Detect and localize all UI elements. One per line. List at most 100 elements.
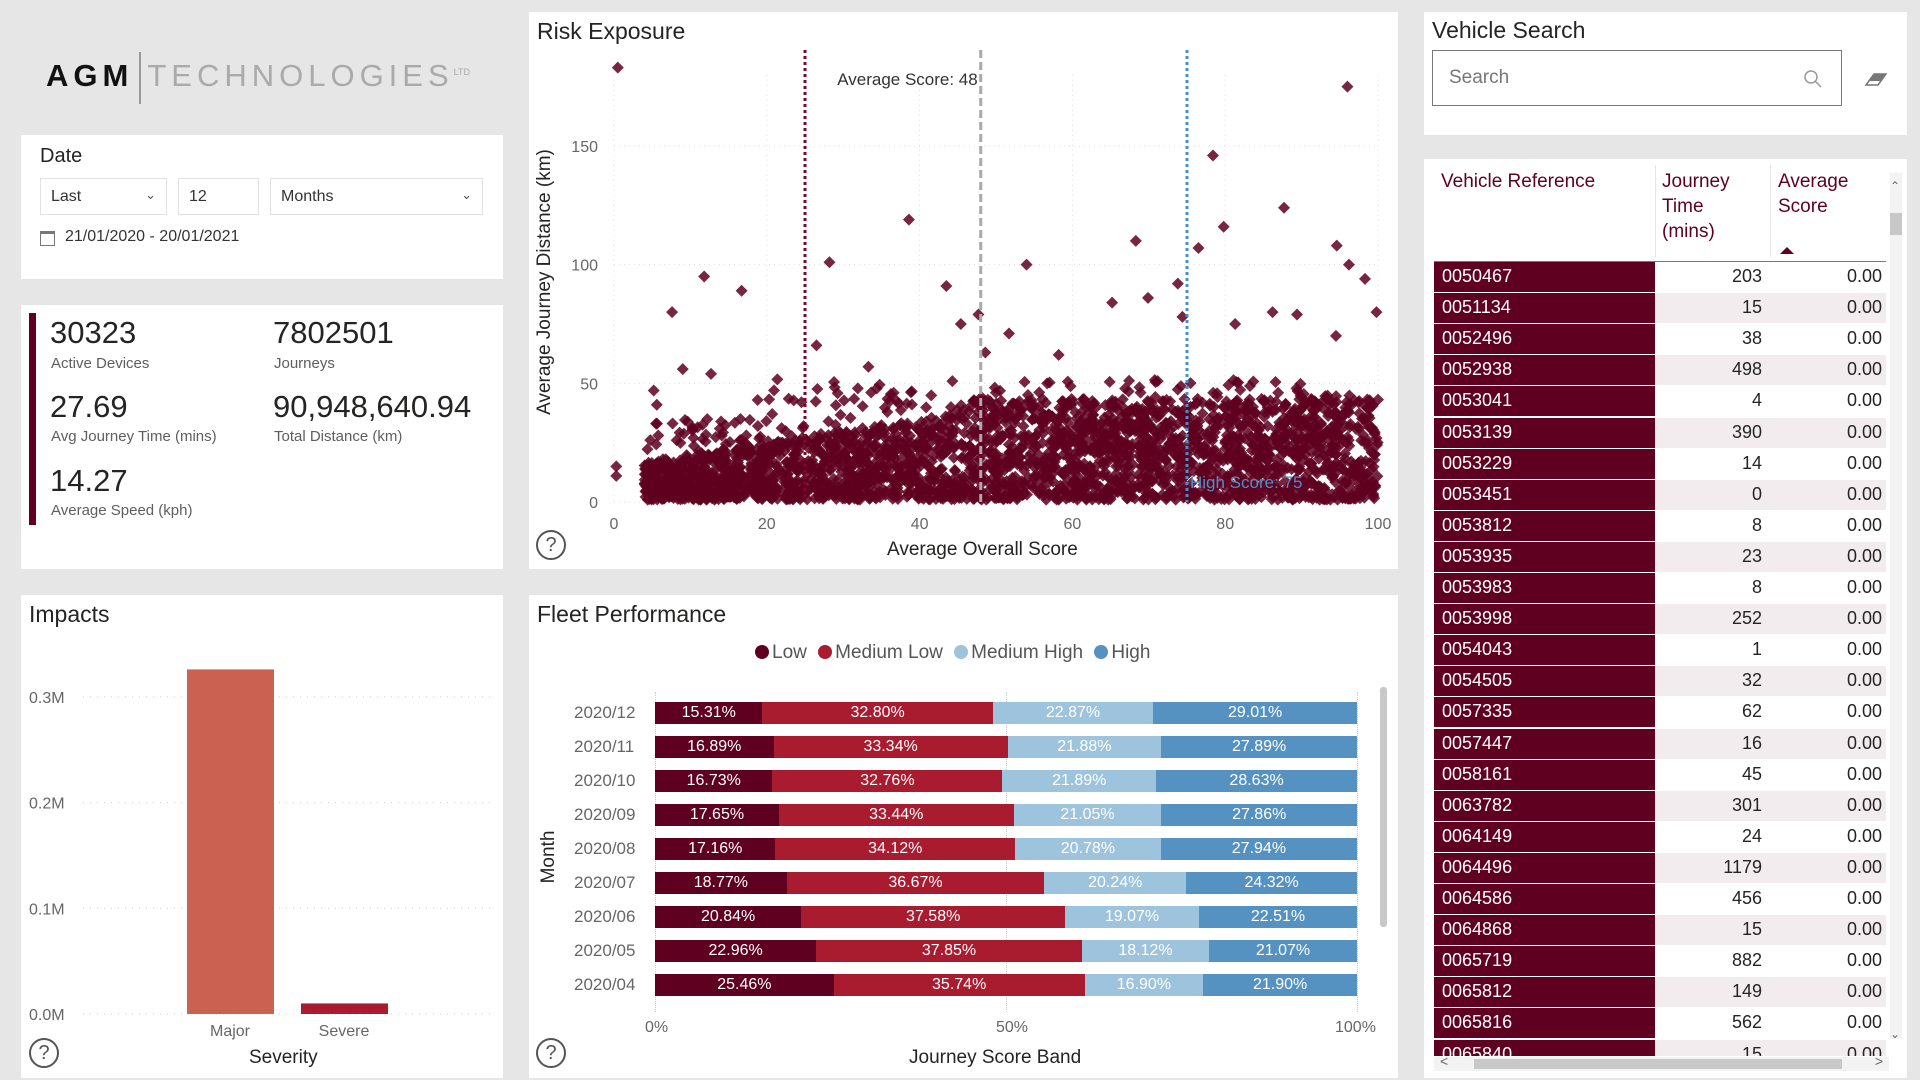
table-row[interactable]: 0053451 0 0.00 (1434, 479, 1886, 510)
bar-segment-medium-high[interactable]: 22.87% (992, 702, 1154, 724)
legend-item-medium-low[interactable]: Medium Low (812, 642, 943, 663)
column-header-average-score[interactable]: Average Score (1778, 171, 1849, 217)
bar-segment-low[interactable]: 18.77% (655, 872, 787, 894)
bar-segment-low[interactable]: 17.65% (655, 804, 779, 826)
bar-segment-high[interactable]: 27.86% (1161, 804, 1357, 826)
bar-segment-low[interactable]: 16.73% (655, 770, 773, 792)
table-row[interactable]: 0064496 1179 0.00 (1434, 852, 1886, 883)
bar-segment-medium-high[interactable]: 20.24% (1044, 872, 1187, 894)
table-row[interactable]: 0054505 32 0.00 (1434, 666, 1886, 697)
scroll-up-icon[interactable]: ⌃ (1890, 179, 1901, 193)
help-icon[interactable]: ? (536, 530, 566, 560)
scroll-down-icon[interactable]: ⌄ (1890, 1027, 1901, 1041)
bar-segment-medium-low[interactable]: 33.34% (773, 736, 1008, 758)
table-row[interactable]: 0065816 562 0.00 (1434, 1008, 1886, 1039)
bar-segment-medium-high[interactable]: 21.05% (1013, 804, 1162, 826)
bar-segment-medium-low[interactable]: 37.58% (801, 906, 1066, 928)
data-point (1142, 420, 1155, 433)
bar-segment-low[interactable]: 20.84% (655, 906, 802, 928)
legend-item-medium-high[interactable]: Medium High (948, 642, 1083, 663)
table-row[interactable]: 0065812 149 0.00 (1434, 977, 1886, 1008)
help-icon[interactable]: ? (536, 1038, 566, 1068)
scroll-left-icon[interactable]: < (1440, 1053, 1449, 1069)
data-point (660, 472, 673, 485)
bar-segment-medium-low[interactable]: 32.80% (762, 702, 993, 724)
data-point (1343, 467, 1356, 480)
vehicle-search-input[interactable]: Search (1432, 50, 1842, 106)
bar-segment-high[interactable]: 28.63% (1156, 770, 1358, 792)
bar-segment-medium-high[interactable]: 16.90% (1084, 974, 1204, 996)
fleet-scrollbar[interactable] (1380, 687, 1387, 927)
table-row[interactable]: 0050467 203 0.00 (1434, 262, 1886, 292)
table-row[interactable]: 0053041 4 0.00 (1434, 386, 1886, 417)
table-row[interactable]: 0052938 498 0.00 (1434, 355, 1886, 386)
search-icon[interactable] (1803, 69, 1823, 89)
vertical-scrollbar[interactable] (1890, 173, 1902, 1039)
horizontal-scrollbar[interactable]: < > (1434, 1053, 1889, 1071)
table-row[interactable]: 0053229 14 0.00 (1434, 448, 1886, 479)
eraser-icon[interactable] (1864, 70, 1888, 88)
legend-item-high[interactable]: High (1088, 642, 1150, 663)
table-row[interactable]: 0057335 62 0.00 (1434, 697, 1886, 728)
table-row[interactable]: 0064868 15 0.00 (1434, 915, 1886, 946)
bar-segment-low[interactable]: 17.16% (655, 838, 776, 860)
bar-segment-medium-high[interactable]: 21.89% (1002, 770, 1157, 792)
table-row[interactable]: 0065719 882 0.00 (1434, 946, 1886, 977)
table-row[interactable]: 0053998 252 0.00 (1434, 604, 1886, 635)
table-row[interactable]: 0054043 1 0.00 (1434, 635, 1886, 666)
help-icon[interactable]: ? (29, 1038, 59, 1068)
table-row[interactable]: 0052496 38 0.00 (1434, 324, 1886, 355)
data-point (1134, 471, 1147, 484)
data-point (1052, 348, 1065, 361)
column-header-vehicle-reference[interactable]: Vehicle Reference (1441, 171, 1596, 192)
bar-segment-high[interactable]: 29.01% (1153, 702, 1357, 724)
table-row[interactable]: 0063782 301 0.00 (1434, 790, 1886, 821)
scroll-right-icon[interactable]: > (1874, 1053, 1883, 1069)
data-point (1314, 418, 1327, 431)
bar-segment-medium-low[interactable]: 33.44% (778, 804, 1014, 826)
bar-segment-medium-low[interactable]: 32.76% (772, 770, 1003, 792)
data-point (611, 61, 624, 74)
table-row[interactable]: 0053139 390 0.00 (1434, 417, 1886, 448)
bar-segment-medium-low[interactable]: 35.74% (833, 974, 1085, 996)
bar-segment-medium-low[interactable]: 37.85% (816, 940, 1082, 962)
table-row[interactable]: 0065840 15 0.00 (1434, 1039, 1886, 1056)
table-row[interactable]: 0058161 45 0.00 (1434, 759, 1886, 790)
bar-segment-low[interactable]: 16.89% (655, 736, 774, 758)
bar-segment-medium-high[interactable]: 19.07% (1065, 906, 1199, 928)
table-row[interactable]: 0057447 16 0.00 (1434, 728, 1886, 759)
bar-segment-medium-high[interactable]: 21.88% (1007, 736, 1162, 758)
bar-segment-high[interactable]: 22.51% (1198, 906, 1357, 928)
data-point (828, 375, 841, 388)
bar-segment-medium-low[interactable]: 36.67% (786, 872, 1045, 894)
journey-time-cell: 15 (1655, 915, 1770, 946)
data-point (1027, 436, 1040, 449)
period-unit-dropdown[interactable]: Months ⌄ (270, 178, 483, 215)
relative-mode-dropdown[interactable]: Last ⌄ (40, 178, 167, 215)
bar-segment-high[interactable]: 27.89% (1161, 736, 1357, 758)
table-row[interactable]: 0064149 24 0.00 (1434, 821, 1886, 852)
bar-segment-low[interactable]: 25.46% (655, 974, 834, 996)
data-point (823, 256, 836, 269)
bar-segment-high[interactable]: 27.94% (1160, 838, 1357, 860)
table-row[interactable]: 0053812 8 0.00 (1434, 510, 1886, 541)
table-row[interactable]: 0053983 8 0.00 (1434, 573, 1886, 603)
bar-segment-medium-high[interactable]: 20.78% (1014, 838, 1161, 860)
column-header-journey-time[interactable]: Journey Time (mins) (1662, 171, 1730, 242)
data-point (1338, 465, 1351, 478)
table-row[interactable]: 0051134 15 0.00 (1434, 293, 1886, 324)
bar-segment-medium-high[interactable]: 18.12% (1081, 940, 1210, 962)
bar-segment-low[interactable]: 15.31% (655, 702, 763, 724)
risk-exposure-panel: Risk Exposure 0 20 40 60 80 100 0 50 100 150 Avera… (529, 12, 1398, 569)
bar-segment-high[interactable]: 21.90% (1203, 974, 1357, 996)
bar-segment-medium-low[interactable]: 34.12% (775, 838, 1015, 860)
bar-segment-low[interactable]: 22.96% (655, 940, 817, 962)
period-count-input[interactable]: 12 (178, 178, 259, 215)
table-row[interactable]: 0064586 456 0.00 (1434, 884, 1886, 914)
bar-segment-high[interactable]: 24.32% (1186, 872, 1357, 894)
bar-segment-high[interactable]: 21.07% (1209, 940, 1357, 962)
data-point (766, 407, 779, 420)
legend-item-low[interactable]: Low (749, 642, 807, 663)
data-point (1018, 476, 1031, 489)
table-row[interactable]: 0053935 23 0.00 (1434, 541, 1886, 572)
